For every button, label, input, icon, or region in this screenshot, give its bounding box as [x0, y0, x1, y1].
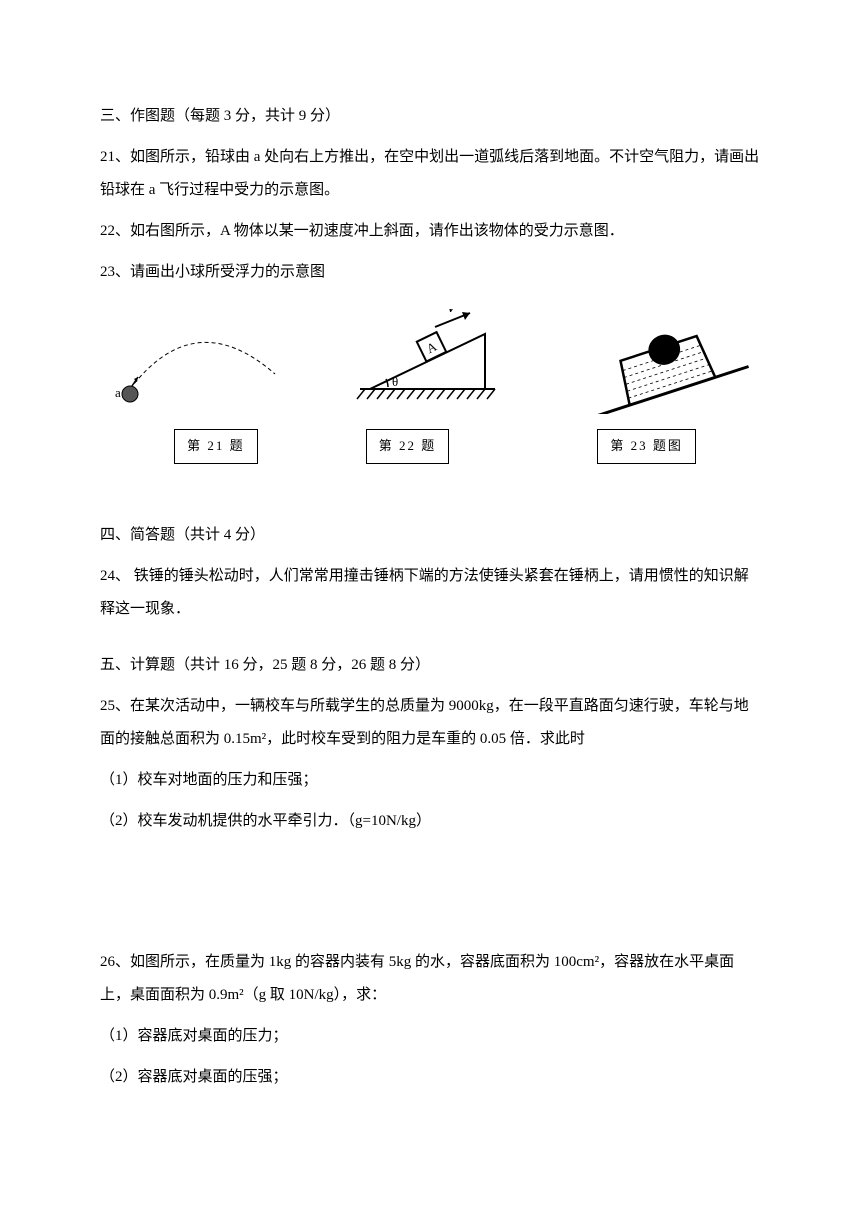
question-25: 25、在某次活动中，一辆校车与所载学生的总质量为 9000kg，在一段平直路面匀…	[100, 690, 760, 756]
figure-21: a	[110, 319, 280, 414]
question-26-sub1: （1）容器底对桌面的压力；	[100, 1020, 760, 1053]
question-23: 23、请画出小球所受浮力的示意图	[100, 256, 760, 289]
question-26: 26、如图所示，在质量为 1kg 的容器内装有 5kg 的水，容器底面积为 10…	[100, 946, 760, 1012]
question-24: 24、 铁锤的锤头松动时，人们常常用撞击锤柄下端的方法使锤头紧套在锤柄上，请用惯…	[100, 560, 760, 626]
figures-row: a A	[100, 309, 760, 414]
question-25-sub1: （1）校车对地面的压力和压强；	[100, 764, 760, 797]
section-5-header: 五、计算题（共计 16 分，25 题 8 分，26 题 8 分）	[100, 649, 760, 682]
question-21: 21、如图所示，铅球由 a 处向右上方推出，在空中划出一道弧线后落到地面。不计空…	[100, 141, 760, 207]
label-box-23: 第 23 题图	[597, 429, 696, 464]
section-4-header: 四、简答题（共计 4 分）	[100, 519, 760, 552]
label-box-21: 第 21 题	[174, 429, 258, 464]
figure-22: A θ v	[340, 309, 510, 414]
question-26-sub2: （2）容器底对桌面的压强；	[100, 1061, 760, 1094]
label-box-22: 第 22 题	[366, 429, 450, 464]
label-v: v	[448, 309, 455, 316]
figure-labels: 第 21 题 第 22 题 第 23 题图	[100, 429, 760, 464]
label-theta: θ	[392, 374, 398, 389]
label-a: a	[115, 385, 121, 400]
section-3-header: 三、作图题（每题 3 分，共计 9 分）	[100, 100, 760, 133]
figure-23	[570, 314, 750, 414]
question-22: 22、如右图所示，A 物体以某一初速度冲上斜面，请作出该物体的受力示意图．	[100, 215, 760, 248]
question-25-sub2: （2）校车发动机提供的水平牵引力．（g=10N/kg）	[100, 805, 760, 838]
